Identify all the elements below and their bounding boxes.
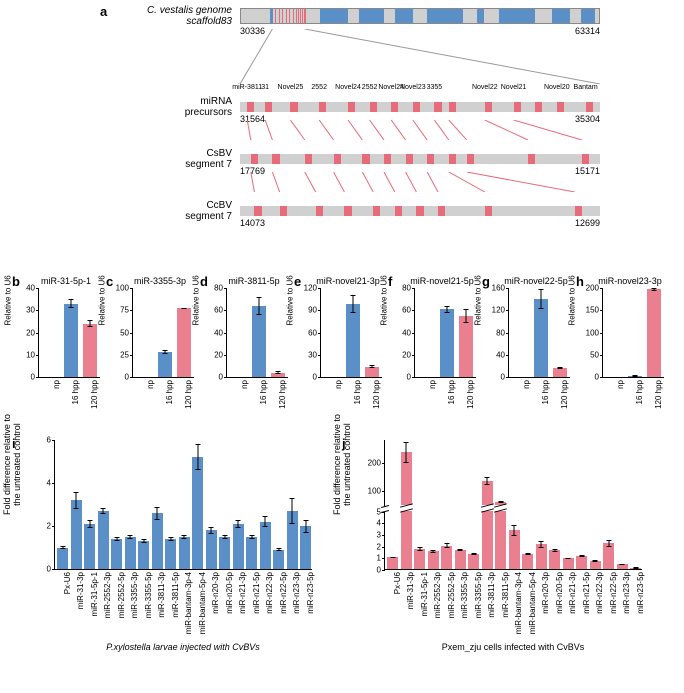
mirna-track <box>240 102 600 112</box>
track-label: CsBV segment 7 <box>170 148 240 170</box>
chart-caption: P.xylostella larvae injected with CvBVs <box>54 642 312 652</box>
small-chart-h: hmiR-novel23-3pRelative to U605010015020… <box>576 276 664 378</box>
bar <box>192 457 203 569</box>
bar <box>590 561 601 569</box>
bar <box>440 309 454 377</box>
bar <box>138 541 149 569</box>
bar <box>459 316 473 377</box>
bar <box>165 539 176 569</box>
bar <box>387 557 398 569</box>
bar <box>287 511 298 569</box>
bar <box>428 551 439 569</box>
bar <box>441 546 452 569</box>
bar <box>495 502 506 569</box>
large-charts-row: iFold difference relative tothe untreate… <box>12 440 672 652</box>
bar <box>300 526 311 569</box>
mirna-track <box>240 154 600 164</box>
bar <box>57 548 68 570</box>
panel-label-e: e <box>294 274 301 289</box>
scaffold-label: C. vestalis genome scaffold83 <box>100 5 240 27</box>
panel-label-d: d <box>200 274 208 289</box>
track-label: CcBV segment 7 <box>170 200 240 222</box>
bar <box>71 500 82 569</box>
bar <box>98 511 109 569</box>
bar <box>576 556 587 569</box>
bar <box>177 308 191 377</box>
panel-label-f: f <box>388 274 392 289</box>
bar <box>509 530 520 569</box>
bar <box>111 539 122 569</box>
bar <box>628 376 642 377</box>
panel-label-c: c <box>106 274 113 289</box>
bar <box>64 304 78 377</box>
panel-label-h: h <box>576 274 584 289</box>
cvbv-title: CvBV C11 <box>397 0 443 3</box>
bar <box>179 537 190 569</box>
bar <box>455 550 466 569</box>
bar <box>84 524 95 569</box>
bar <box>206 530 217 569</box>
bar <box>346 304 360 377</box>
panel-label-b: b <box>12 274 20 289</box>
bar <box>536 544 547 569</box>
bar <box>617 564 628 569</box>
bar <box>630 568 641 569</box>
bar <box>401 452 412 569</box>
bar <box>534 299 548 377</box>
small-chart-e: emiR-novel21-3pRelative to U60306090120n… <box>294 276 382 378</box>
bar <box>647 289 661 377</box>
bar <box>482 481 493 569</box>
small-charts-row: bmiR-31-5p-1Relative to U6010203040np16 … <box>12 276 672 378</box>
scaffold-track <box>240 8 600 24</box>
bar <box>414 549 425 569</box>
bar <box>158 352 172 377</box>
chart-caption: Pxem_zju cells infected with CvBVs <box>384 642 642 652</box>
bar <box>603 543 614 569</box>
bar <box>252 306 266 377</box>
small-chart-b: bmiR-31-5p-1Relative to U6010203040np16 … <box>12 276 100 378</box>
bar <box>468 554 479 569</box>
small-chart-f: fmiR-novel21-5pRelative to U6020406080np… <box>388 276 476 378</box>
large-chart-i: iFold difference relative tothe untreate… <box>12 440 312 652</box>
track-label: miRNA precursors <box>170 96 240 118</box>
large-chart-j: jFold difference relative tothe untreate… <box>342 440 642 652</box>
bar <box>553 368 567 377</box>
bar <box>271 373 285 377</box>
small-chart-d: dmiR-3811-5pRelative to U6020406080np16 … <box>200 276 288 378</box>
bar <box>365 367 379 377</box>
bar <box>260 522 271 569</box>
bar <box>125 537 136 569</box>
bar <box>273 550 284 569</box>
small-chart-g: gmiR-novel22-5pRelative to U604080120160… <box>482 276 570 378</box>
bar <box>152 513 163 569</box>
bar <box>549 550 560 569</box>
bar <box>219 537 230 569</box>
bar <box>233 524 244 569</box>
bar <box>246 537 257 569</box>
panel-label-g: g <box>482 274 490 289</box>
small-chart-c: cmiR-3355-3pRelative to U60255075100np16… <box>106 276 194 378</box>
panel-a: C. vestalis genome scaffold83CvBV C11303… <box>100 5 600 230</box>
bar <box>563 558 574 569</box>
bar <box>522 554 533 569</box>
bar <box>83 324 97 377</box>
mirna-track <box>240 206 600 216</box>
